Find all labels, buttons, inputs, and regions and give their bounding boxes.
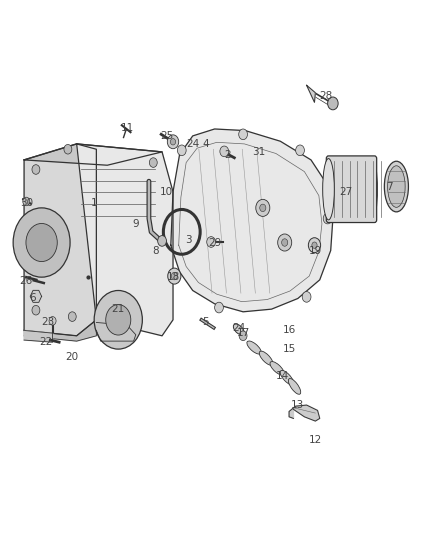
Circle shape — [168, 268, 181, 284]
Polygon shape — [171, 129, 333, 312]
Ellipse shape — [247, 341, 261, 354]
Circle shape — [158, 236, 166, 246]
Ellipse shape — [270, 361, 284, 375]
Polygon shape — [24, 144, 96, 336]
Circle shape — [256, 199, 270, 216]
Text: 29: 29 — [208, 238, 221, 247]
Text: 27: 27 — [339, 187, 353, 197]
Circle shape — [282, 239, 288, 246]
Text: 22: 22 — [39, 337, 53, 347]
Text: 6: 6 — [29, 294, 36, 303]
Text: 9: 9 — [132, 219, 139, 229]
Circle shape — [328, 97, 338, 110]
Circle shape — [26, 223, 57, 262]
Circle shape — [64, 144, 72, 154]
Text: 15: 15 — [283, 344, 296, 354]
Text: 7: 7 — [386, 182, 393, 191]
Text: 16: 16 — [283, 326, 296, 335]
Ellipse shape — [388, 166, 405, 207]
Polygon shape — [77, 144, 173, 336]
Circle shape — [49, 317, 56, 325]
Circle shape — [260, 204, 266, 212]
Text: 12: 12 — [309, 435, 322, 445]
Circle shape — [215, 302, 223, 313]
Text: 10: 10 — [160, 187, 173, 197]
FancyBboxPatch shape — [326, 156, 377, 223]
Text: 2: 2 — [224, 150, 231, 159]
Text: 5: 5 — [202, 318, 209, 327]
Circle shape — [207, 237, 215, 247]
Text: 26: 26 — [20, 277, 33, 286]
Polygon shape — [24, 144, 162, 165]
Text: 3: 3 — [185, 235, 192, 245]
Text: 19: 19 — [309, 246, 322, 255]
Circle shape — [167, 135, 179, 149]
Polygon shape — [30, 290, 42, 302]
Ellipse shape — [323, 159, 334, 220]
Polygon shape — [24, 330, 53, 342]
Text: 30: 30 — [20, 198, 33, 207]
Polygon shape — [307, 85, 315, 102]
Text: 1: 1 — [91, 198, 98, 207]
Text: 25: 25 — [160, 131, 173, 141]
Ellipse shape — [384, 161, 408, 212]
Circle shape — [220, 146, 229, 157]
Polygon shape — [24, 320, 96, 341]
Circle shape — [312, 242, 317, 248]
Text: 11: 11 — [120, 123, 134, 133]
Circle shape — [239, 129, 247, 140]
Ellipse shape — [280, 370, 293, 385]
Text: 31: 31 — [252, 147, 265, 157]
Circle shape — [323, 213, 332, 224]
Circle shape — [13, 208, 70, 277]
Text: 28: 28 — [320, 91, 333, 101]
Text: 18: 18 — [166, 272, 180, 282]
Circle shape — [302, 292, 311, 302]
Circle shape — [106, 304, 131, 335]
Circle shape — [308, 238, 321, 253]
Text: 21: 21 — [112, 304, 125, 314]
Circle shape — [68, 312, 76, 321]
Circle shape — [239, 331, 247, 341]
Text: 24: 24 — [186, 139, 199, 149]
Circle shape — [296, 145, 304, 156]
Circle shape — [23, 197, 30, 206]
Circle shape — [149, 158, 157, 167]
Text: 4: 4 — [202, 139, 209, 149]
Text: 14: 14 — [276, 371, 289, 381]
Circle shape — [177, 145, 186, 156]
Circle shape — [94, 290, 142, 349]
Ellipse shape — [259, 351, 273, 365]
Text: 8: 8 — [152, 246, 159, 255]
Text: 24: 24 — [232, 323, 245, 333]
Text: 23: 23 — [42, 318, 55, 327]
Circle shape — [171, 272, 177, 280]
Circle shape — [278, 234, 292, 251]
Circle shape — [32, 305, 40, 315]
Ellipse shape — [288, 378, 301, 394]
Text: 20: 20 — [66, 352, 79, 362]
Polygon shape — [96, 322, 136, 341]
Circle shape — [170, 139, 176, 145]
Text: 13: 13 — [291, 400, 304, 410]
Circle shape — [32, 165, 40, 174]
Ellipse shape — [367, 159, 378, 220]
Text: 17: 17 — [237, 328, 250, 338]
Ellipse shape — [233, 324, 244, 335]
Polygon shape — [289, 405, 320, 421]
